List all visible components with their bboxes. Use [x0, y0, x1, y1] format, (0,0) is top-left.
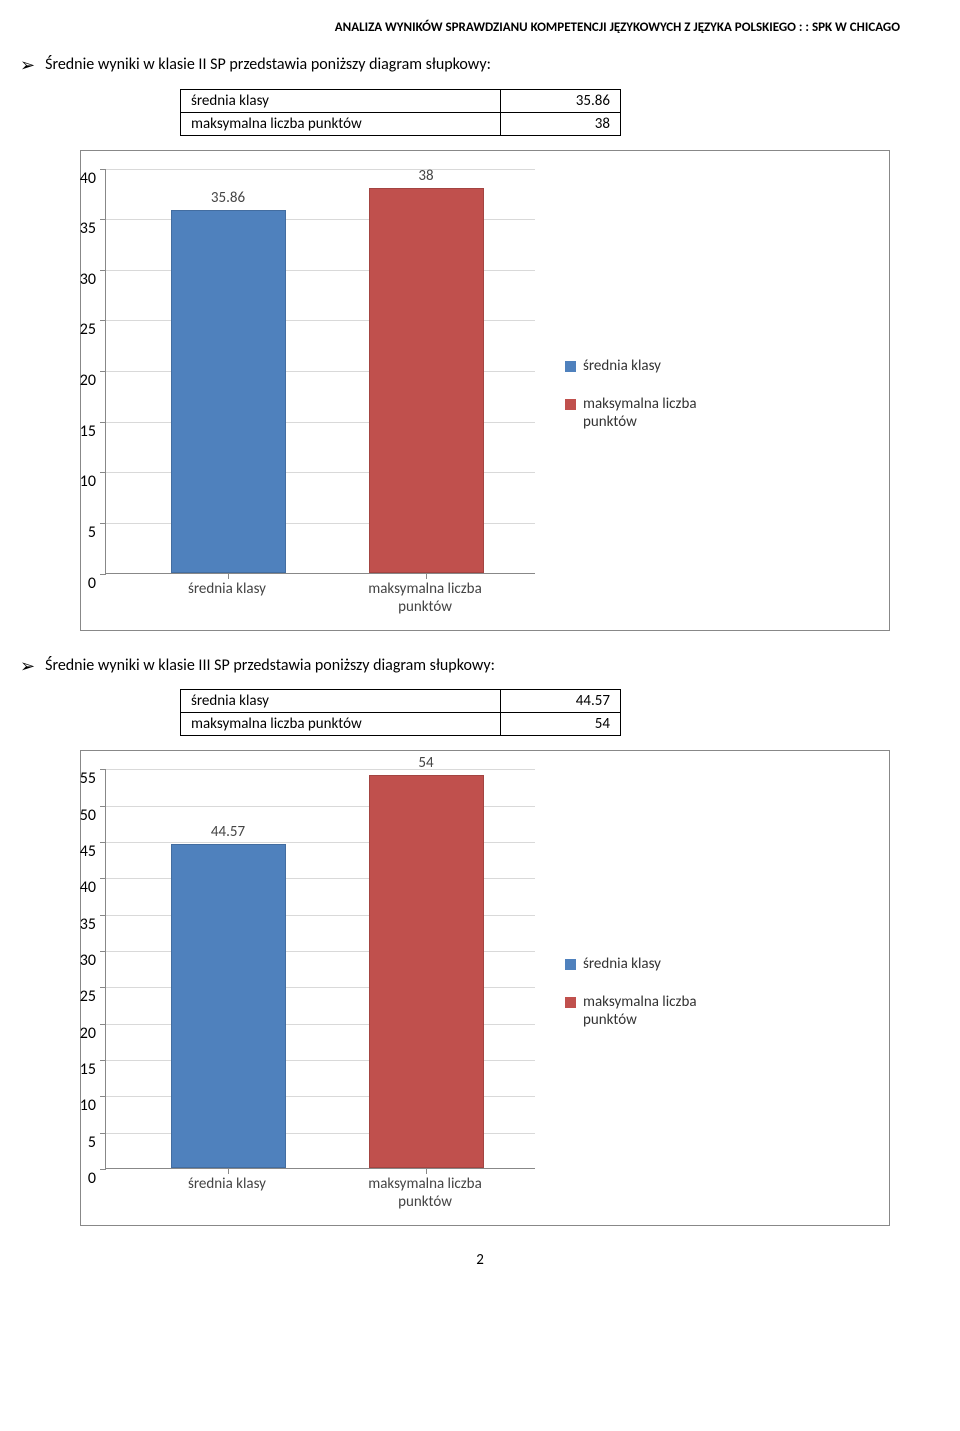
- legend-label: średnia klasy: [583, 955, 661, 973]
- table-label-cell: średnia klasy: [181, 89, 501, 112]
- y-tick-label: 30: [80, 951, 96, 970]
- y-tick-label: 40: [80, 169, 96, 188]
- section: ➢Średnie wyniki w klasie II SP przedstaw…: [60, 55, 900, 631]
- y-tick-label: 35: [80, 915, 96, 934]
- table-value-cell: 54: [501, 713, 621, 736]
- chart-bar: [171, 210, 286, 573]
- plot-area: 555045403530252015105044.5754: [105, 769, 535, 1169]
- table-row: średnia klasy44.57: [181, 690, 621, 713]
- y-tick-label: 10: [80, 472, 96, 491]
- y-tick-label: 25: [80, 320, 96, 339]
- y-tick-label: 15: [80, 422, 96, 441]
- y-tick-label: 20: [80, 371, 96, 390]
- y-tick-label: 0: [88, 1169, 96, 1188]
- chart-legend: średnia klasy maksymalna liczbapunktów: [535, 769, 877, 1215]
- y-tick-label: 25: [80, 987, 96, 1006]
- legend-item: maksymalna liczbapunktów: [565, 993, 877, 1029]
- y-tick-label: 55: [80, 769, 96, 788]
- table-row: średnia klasy35.86: [181, 89, 621, 112]
- legend-swatch-icon: [565, 959, 576, 970]
- bar-value-label: 35.86: [211, 189, 245, 211]
- plot-area: 403530252015105035.8638: [105, 169, 535, 574]
- y-tick-label: 30: [80, 270, 96, 289]
- y-tick-label: 0: [88, 574, 96, 593]
- y-tick-label: 15: [80, 1060, 96, 1079]
- x-axis-label: maksymalna liczbapunktów: [335, 580, 515, 616]
- summary-table: średnia klasy35.86maksymalna liczba punk…: [180, 89, 621, 136]
- chart-bar: [369, 775, 484, 1168]
- y-tick-label: 5: [88, 523, 96, 542]
- bar-chart: 40 35 30 25 20 15 10 5 0 35.86 38 średnia klasy maks…: [80, 150, 890, 631]
- y-tick-label: 10: [80, 1096, 96, 1115]
- bullet-arrow-icon: ➢: [20, 656, 35, 678]
- summary-table: średnia klasy44.57maksymalna liczba punk…: [180, 689, 621, 736]
- bar-value-label: 44.57: [211, 823, 245, 845]
- y-tick-label: 50: [80, 806, 96, 825]
- table-label-cell: maksymalna liczba punktów: [181, 713, 501, 736]
- legend-label: maksymalna liczbapunktów: [583, 993, 697, 1029]
- legend-label: maksymalna liczbapunktów: [583, 395, 697, 431]
- legend-label: średnia klasy: [583, 357, 661, 375]
- table-row: maksymalna liczba punktów38: [181, 112, 621, 135]
- chart-legend: średnia klasy maksymalna liczbapunktów: [535, 169, 877, 620]
- y-tick-label: 40: [80, 878, 96, 897]
- bar-chart: 555045403530252015105044.5754średnia kla…: [80, 750, 890, 1226]
- table-value-cell: 38: [501, 112, 621, 135]
- chart-bar: [369, 188, 484, 573]
- table-label-cell: maksymalna liczba punktów: [181, 112, 501, 135]
- table-label-cell: średnia klasy: [181, 690, 501, 713]
- y-tick-label: 20: [80, 1024, 96, 1043]
- legend-swatch-icon: [565, 399, 576, 410]
- legend-swatch-icon: [565, 997, 576, 1008]
- section-title: Średnie wyniki w klasie III SP przedstaw…: [45, 656, 495, 677]
- legend-swatch-icon: [565, 361, 576, 372]
- bar-value-label: 38: [418, 167, 433, 189]
- table-row: maksymalna liczba punktów54: [181, 713, 621, 736]
- y-tick-label: 5: [88, 1133, 96, 1152]
- bar-value-label: 54: [418, 754, 433, 776]
- legend-item: średnia klasy: [565, 955, 877, 973]
- page-header: ANALIZA WYNIKÓW SPRAWDZIANU KOMPETENCJI …: [60, 20, 900, 35]
- table-value-cell: 35.86: [501, 89, 621, 112]
- x-axis-label: średnia klasy: [137, 580, 317, 598]
- table-value-cell: 44.57: [501, 690, 621, 713]
- x-axis-label: maksymalna liczbapunktów: [335, 1175, 515, 1211]
- legend-item: średnia klasy: [565, 357, 877, 375]
- y-tick-label: 35: [80, 219, 96, 238]
- chart-bar: [171, 844, 286, 1168]
- section-title: Średnie wyniki w klasie II SP przedstawi…: [45, 55, 491, 76]
- page-number: 2: [60, 1251, 900, 1269]
- section: ➢Średnie wyniki w klasie III SP przedsta…: [60, 656, 900, 1227]
- legend-item: maksymalna liczbapunktów: [565, 395, 877, 431]
- y-tick-label: 45: [80, 842, 96, 861]
- x-axis-label: średnia klasy: [137, 1175, 317, 1193]
- bullet-arrow-icon: ➢: [20, 55, 35, 77]
